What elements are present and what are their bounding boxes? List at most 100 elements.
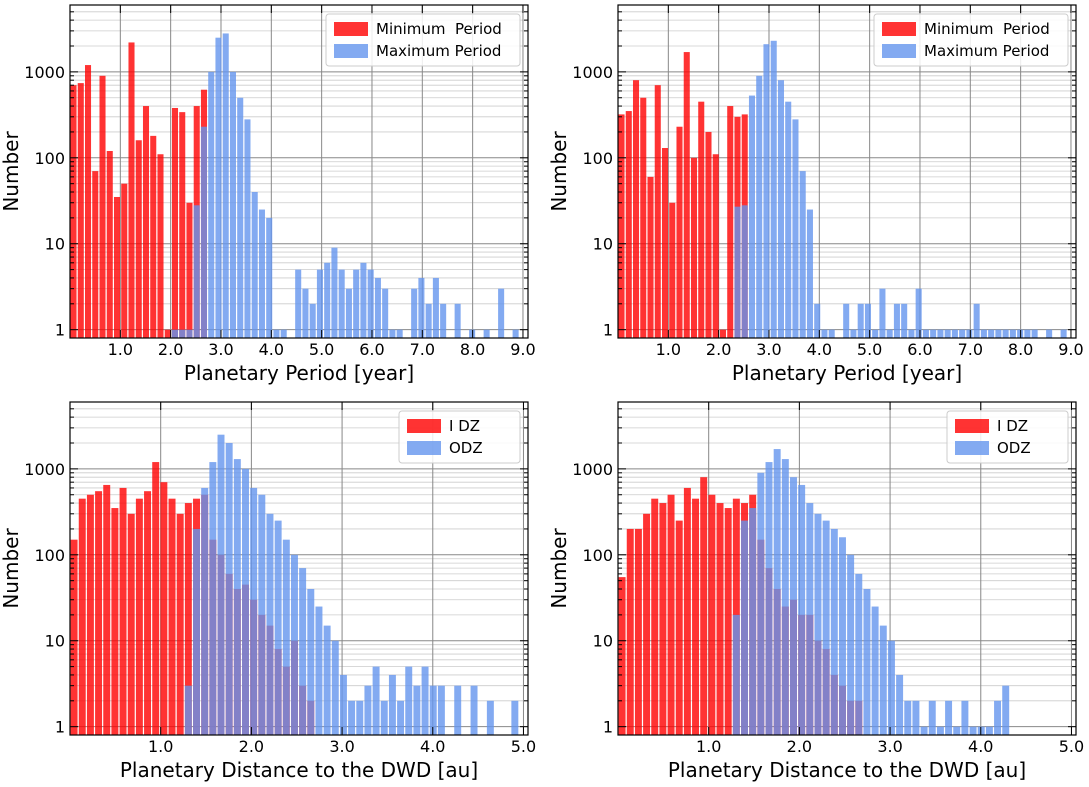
bar (280, 329, 287, 338)
legend-swatch (407, 419, 441, 433)
bar (922, 329, 929, 338)
bar (77, 83, 84, 338)
y-ticks: 1 10 100 1000 (24, 401, 528, 737)
y-tick-label: 100 (582, 149, 613, 168)
y-tick-label: 1 (603, 321, 613, 340)
bar (309, 303, 316, 338)
bar (282, 539, 290, 735)
bar (1017, 329, 1024, 338)
bar (179, 112, 186, 338)
bar (437, 685, 445, 735)
x-tick-label: 5.0 (511, 737, 536, 756)
bar (814, 513, 822, 735)
y-tick-label: 10 (593, 632, 613, 651)
bar (266, 217, 273, 338)
y-axis-label: Number (547, 131, 571, 212)
x-tick-label: 9.0 (510, 340, 535, 359)
bar (86, 494, 94, 735)
bar (838, 537, 846, 735)
bar (171, 107, 179, 338)
bar (380, 700, 388, 735)
bar (777, 80, 784, 338)
bar (618, 114, 625, 338)
bar (454, 685, 462, 735)
y-tick-label: 10 (45, 235, 65, 254)
bar (716, 503, 724, 735)
x-tick-label: 1.0 (656, 340, 681, 359)
bar (244, 119, 251, 338)
bar (806, 503, 814, 735)
bar (103, 484, 111, 735)
bar (209, 462, 217, 735)
bar (338, 269, 345, 338)
bar (364, 685, 372, 735)
bar (1002, 685, 1010, 735)
bar (299, 568, 307, 735)
bars (618, 40, 1067, 338)
bar (356, 700, 364, 735)
bar (99, 75, 106, 338)
bar (675, 520, 683, 735)
bar (700, 477, 708, 735)
bars (618, 449, 1010, 735)
x-axis-label: Planetary Period [year] (184, 361, 414, 385)
bar (186, 329, 193, 338)
bar (323, 625, 331, 735)
bar (217, 434, 225, 735)
bar (821, 329, 828, 338)
legend-swatch (882, 44, 916, 58)
x-ticks: 1.0 2.0 3.0 4.0 5.0 6.0 7.0 8.0 9.0 (108, 5, 536, 359)
bar (397, 700, 405, 735)
bar (119, 487, 127, 735)
bar (250, 487, 258, 735)
bar (307, 589, 315, 735)
series-blue (734, 40, 1067, 338)
bar (945, 700, 953, 735)
legend: Minimum Period Maximum Period (873, 13, 1069, 67)
bar (708, 494, 716, 735)
bar (896, 674, 904, 735)
bar (692, 498, 700, 735)
bar (176, 513, 184, 735)
bar (643, 513, 651, 735)
bar (626, 528, 634, 735)
bar (113, 196, 121, 338)
bar (756, 75, 763, 338)
x-tick-label: 1.0 (696, 737, 721, 756)
bar (258, 209, 265, 338)
bar (980, 329, 987, 338)
bar (871, 606, 879, 735)
x-tick-label: 8.0 (1008, 340, 1033, 359)
bar (121, 183, 128, 338)
bar (251, 192, 258, 338)
y-tick-label: 1 (55, 718, 65, 737)
bar (651, 498, 659, 735)
x-tick-label: 4.0 (807, 340, 832, 359)
bar (727, 106, 734, 338)
bar (1046, 329, 1053, 338)
bar (95, 491, 103, 735)
x-axis-label: Planetary Distance to the DWD [au] (120, 758, 478, 782)
panel-top-left-period-histogram: 1 10 100 1000 1.0 2.0 3.0 4.0 5.0 6.0 7.0 8.0 9.0 Pla… (0, 4, 536, 385)
legend-swatch (955, 419, 989, 433)
bar (201, 487, 209, 735)
bar (944, 329, 951, 338)
x-tick-label: 6.0 (359, 340, 384, 359)
bar (266, 513, 274, 735)
bar (676, 126, 683, 338)
bar (930, 329, 937, 338)
x-tick-label: 4.0 (968, 737, 993, 756)
bar (374, 277, 381, 338)
y-tick-label: 10 (593, 235, 613, 254)
bar (193, 205, 200, 338)
bar (773, 449, 781, 735)
bar (763, 44, 770, 338)
y-tick-label: 100 (34, 546, 65, 565)
bar (806, 209, 813, 338)
bar (483, 329, 490, 338)
legend-label: I DZ (449, 417, 480, 435)
bar (724, 508, 732, 735)
bar (790, 477, 797, 735)
bar (785, 101, 792, 338)
bar (127, 513, 135, 735)
